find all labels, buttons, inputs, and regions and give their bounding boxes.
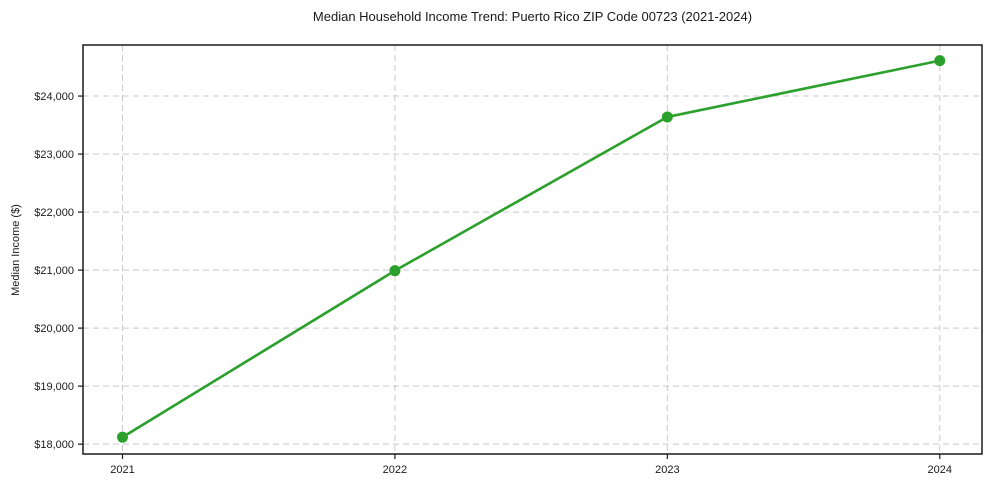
tick-marks xyxy=(78,95,941,459)
trend-line xyxy=(121,59,942,439)
gridlines xyxy=(83,45,982,454)
y-tick-label: $24,000 xyxy=(34,91,74,103)
y-tick-label: $20,000 xyxy=(34,323,74,335)
y-tick-label: $18,000 xyxy=(34,439,74,451)
y-tick-label: $21,000 xyxy=(34,265,74,277)
data-point-2024 xyxy=(934,55,946,67)
data-point-2022 xyxy=(389,265,401,277)
plot-border xyxy=(82,44,983,455)
x-tick-label: 2024 xyxy=(928,464,952,476)
data-point-2023 xyxy=(661,111,673,123)
chart-title: Median Household Income Trend: Puerto Ri… xyxy=(312,9,753,24)
y-tick-label: $23,000 xyxy=(34,149,74,161)
x-tick-label: 2023 xyxy=(655,464,679,476)
data-point-2021 xyxy=(117,431,129,443)
x-tick-label: 2022 xyxy=(383,464,407,476)
y-tick-label: $22,000 xyxy=(34,207,74,219)
data-points xyxy=(117,55,946,443)
tick-labels: 2021 2022 2023 2024 $18,000 $19,000 $20,000 $21… xyxy=(34,91,952,476)
y-tick-label: $19,000 xyxy=(34,381,74,393)
x-tick-label: 2021 xyxy=(110,464,134,476)
